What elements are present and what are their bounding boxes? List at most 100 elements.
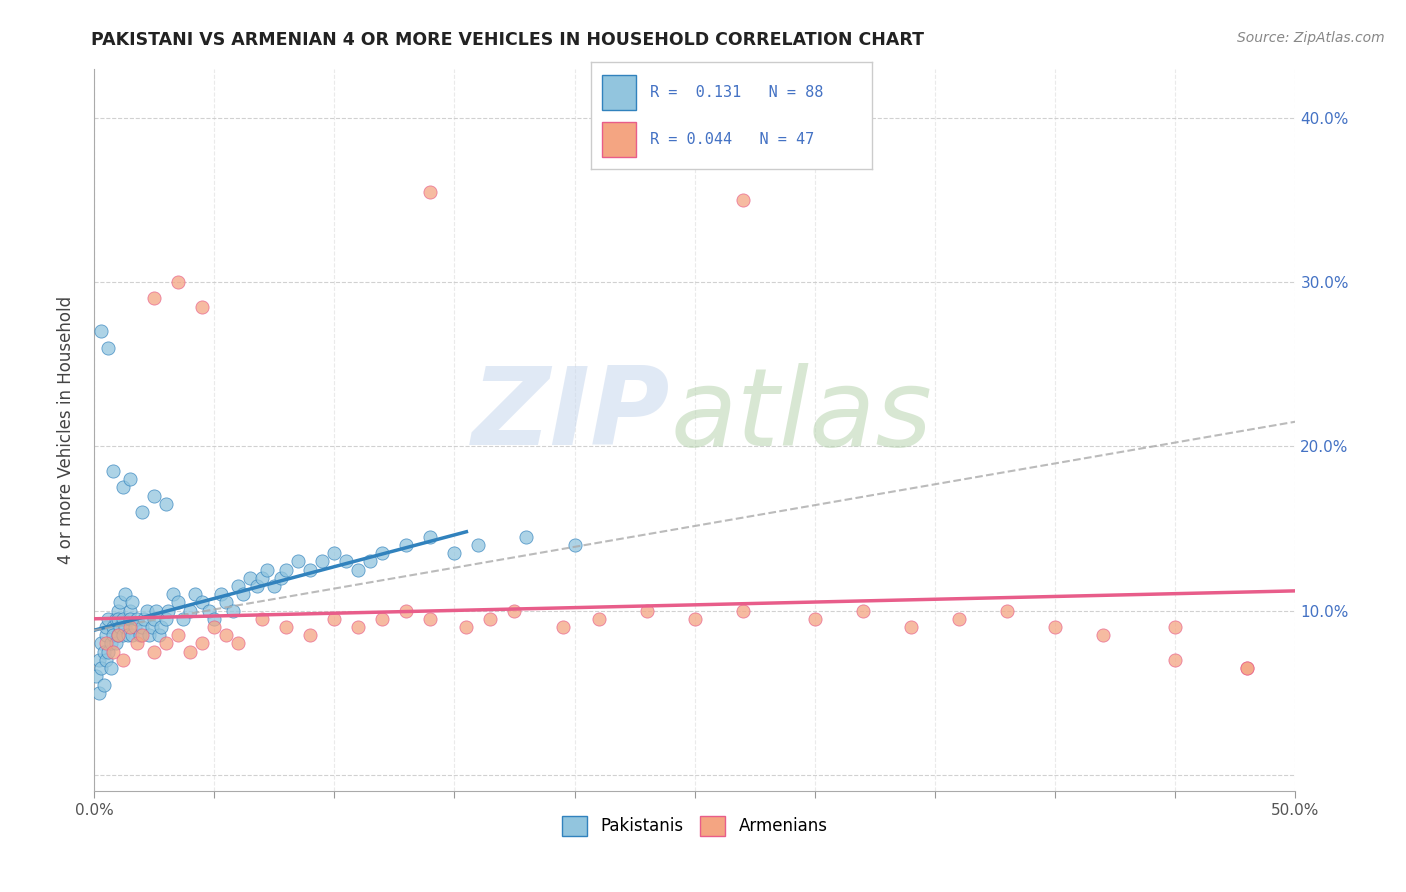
Point: [162, 587, 184, 601]
Point: [118, 472, 141, 486]
Point: [852, 604, 875, 618]
Point: [90, 324, 112, 338]
Point: [93, 677, 115, 691]
Point: [101, 628, 124, 642]
Point: [226, 579, 249, 593]
Point: [101, 620, 124, 634]
Point: [263, 579, 285, 593]
Point: [419, 185, 441, 199]
Point: [1092, 628, 1115, 642]
Point: [117, 628, 139, 642]
Point: [111, 612, 134, 626]
Point: [443, 546, 465, 560]
Point: [276, 562, 298, 576]
Point: [515, 530, 537, 544]
Point: [114, 587, 136, 601]
FancyBboxPatch shape: [602, 122, 636, 157]
Point: [215, 628, 238, 642]
Point: [121, 595, 143, 609]
Point: [359, 554, 381, 568]
Point: [1164, 653, 1187, 667]
Point: [347, 620, 370, 634]
Point: [86, 669, 108, 683]
Point: [135, 604, 157, 618]
Point: [155, 636, 177, 650]
Point: [155, 497, 177, 511]
Point: [107, 604, 129, 618]
Point: [900, 620, 922, 634]
Point: [276, 620, 298, 634]
Point: [226, 636, 249, 650]
Point: [1043, 620, 1066, 634]
Point: [143, 612, 166, 626]
Point: [101, 464, 124, 478]
Point: [127, 612, 149, 626]
Point: [97, 612, 120, 626]
Point: [124, 620, 146, 634]
Point: [94, 636, 117, 650]
Point: [419, 530, 441, 544]
Point: [107, 612, 129, 626]
Point: [111, 480, 134, 494]
Point: [731, 604, 754, 618]
Point: [131, 505, 153, 519]
Point: [804, 612, 827, 626]
Point: [107, 628, 129, 642]
Legend: Pakistanis, Armenians: Pakistanis, Armenians: [554, 807, 835, 845]
Point: [155, 612, 177, 626]
Point: [215, 595, 238, 609]
Point: [167, 628, 190, 642]
Point: [157, 604, 180, 618]
Point: [1236, 661, 1258, 675]
Point: [143, 292, 166, 306]
Point: [131, 620, 153, 634]
Point: [323, 612, 346, 626]
Point: [143, 489, 166, 503]
Point: [209, 587, 232, 601]
Point: [141, 620, 163, 634]
Point: [111, 653, 134, 667]
Point: [97, 645, 120, 659]
Point: [419, 612, 441, 626]
Point: [250, 571, 273, 585]
Point: [94, 628, 117, 642]
Point: [94, 653, 117, 667]
Point: [118, 612, 141, 626]
Point: [335, 554, 357, 568]
Point: [143, 645, 166, 659]
Point: [118, 604, 141, 618]
Point: [107, 628, 129, 642]
Point: [683, 612, 706, 626]
Point: [114, 620, 136, 634]
Point: [87, 653, 110, 667]
Point: [172, 612, 194, 626]
Text: ZIP: ZIP: [472, 362, 671, 468]
Point: [1164, 620, 1187, 634]
Point: [479, 612, 502, 626]
Point: [179, 604, 201, 618]
Point: [246, 579, 269, 593]
Point: [110, 620, 132, 634]
Point: [94, 620, 117, 634]
Point: [467, 538, 489, 552]
Point: [150, 620, 173, 634]
Point: [101, 645, 124, 659]
Point: [270, 571, 292, 585]
Point: [97, 341, 120, 355]
Point: [299, 628, 322, 642]
Point: [134, 612, 156, 626]
Point: [138, 628, 160, 642]
Point: [588, 612, 610, 626]
Point: [287, 554, 309, 568]
Point: [184, 587, 207, 601]
Text: Source: ZipAtlas.com: Source: ZipAtlas.com: [1237, 31, 1385, 45]
Point: [121, 628, 143, 642]
Point: [104, 636, 127, 650]
Point: [110, 595, 132, 609]
Point: [104, 612, 127, 626]
Point: [202, 620, 225, 634]
Point: [145, 604, 167, 618]
Point: [167, 275, 190, 289]
Point: [456, 620, 478, 634]
Point: [93, 645, 115, 659]
